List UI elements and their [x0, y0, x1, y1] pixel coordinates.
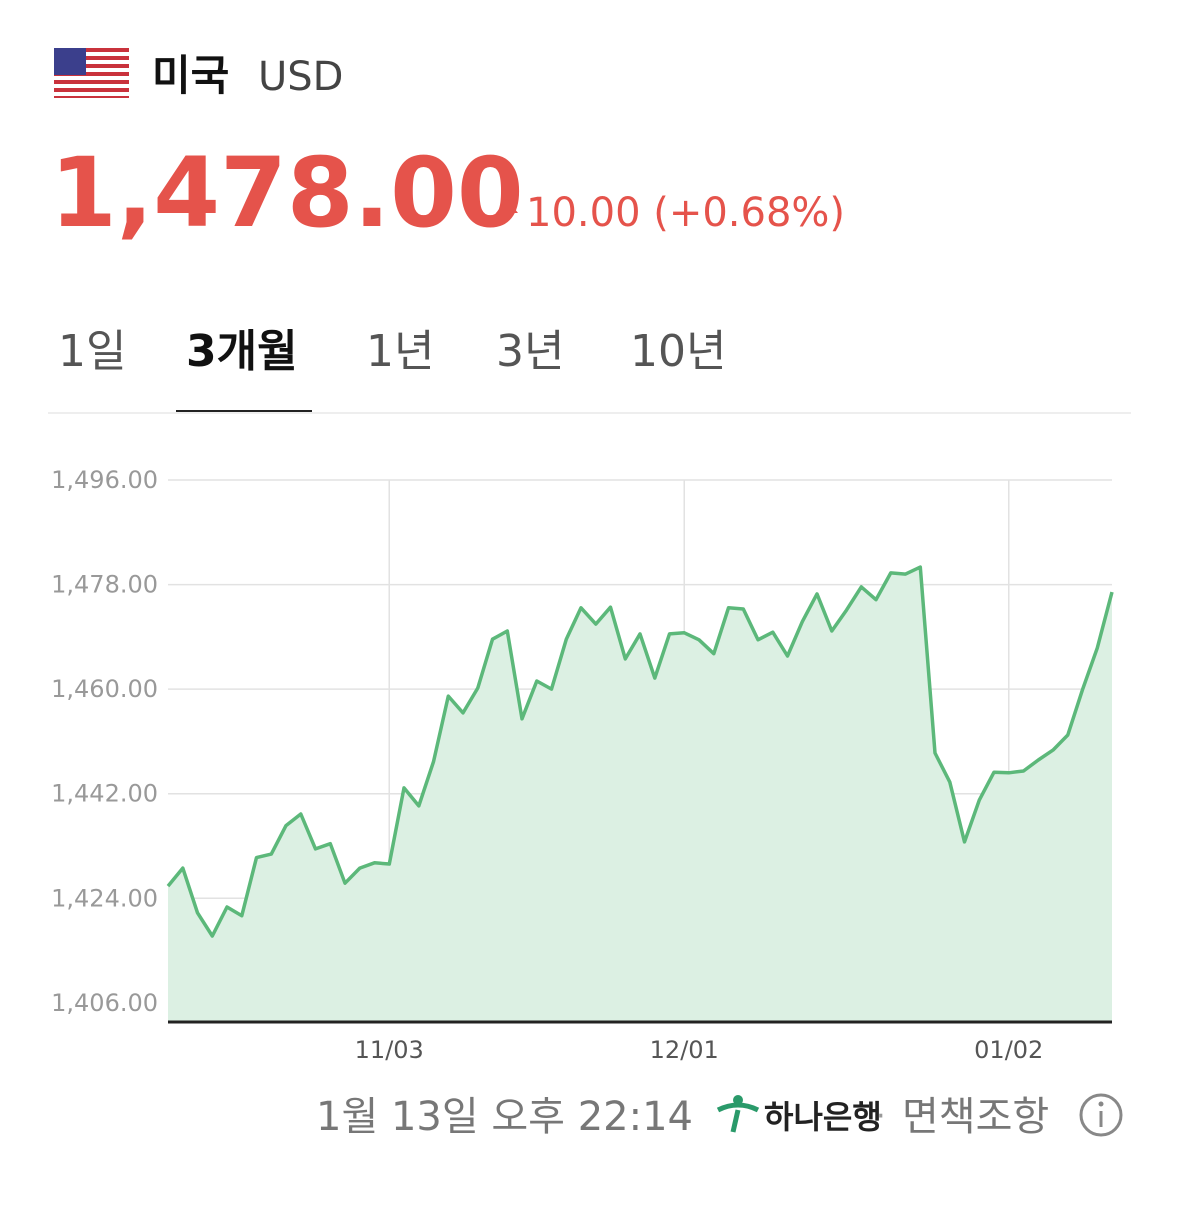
- y-tick-label: 1,478.00: [51, 571, 158, 599]
- y-tick-label: 1,460.00: [51, 675, 158, 703]
- currency: USD: [258, 54, 343, 100]
- tab[interactable]: 10년: [630, 326, 726, 377]
- y-tick-label: 1,496.00: [51, 466, 158, 494]
- area: [168, 567, 1112, 1022]
- disclaimer[interactable]: 면책조항: [902, 1094, 1049, 1140]
- info-icon[interactable]: [1079, 1093, 1123, 1137]
- y-tick-label: 1,442.00: [51, 780, 158, 808]
- up-arrow: [496, 199, 518, 213]
- chart: 1,406.00 1,424.00 1,442.00 1,460.00 1,478.00…: [51, 466, 1114, 1064]
- separator: ·: [876, 1099, 886, 1134]
- timestamp: 1월 13일 오후 22:14: [316, 1094, 693, 1140]
- y-tick-label: 1,406.00: [51, 989, 158, 1017]
- tab[interactable]: 3개월: [186, 326, 298, 377]
- x-tick-label: 01/02: [974, 1036, 1043, 1064]
- tab[interactable]: 1일: [58, 326, 126, 377]
- flag: [54, 48, 129, 98]
- line: [166, 565, 1114, 938]
- x-tick-label: 11/03: [355, 1036, 424, 1064]
- country: 미국: [152, 51, 229, 100]
- y-tick-label: 1,424.00: [51, 884, 158, 912]
- price: 1,478.00: [50, 137, 524, 249]
- tab[interactable]: 3년: [496, 326, 564, 377]
- provider: 하나은행: [764, 1098, 882, 1136]
- tabs: 1일 3개월 1년 3년 10년: [58, 326, 726, 414]
- tab[interactable]: 1년: [366, 326, 434, 377]
- provider-logo: [716, 1095, 760, 1133]
- change: 10.00 (+0.68%): [526, 190, 845, 236]
- x-tick-label: 12/01: [650, 1036, 719, 1064]
